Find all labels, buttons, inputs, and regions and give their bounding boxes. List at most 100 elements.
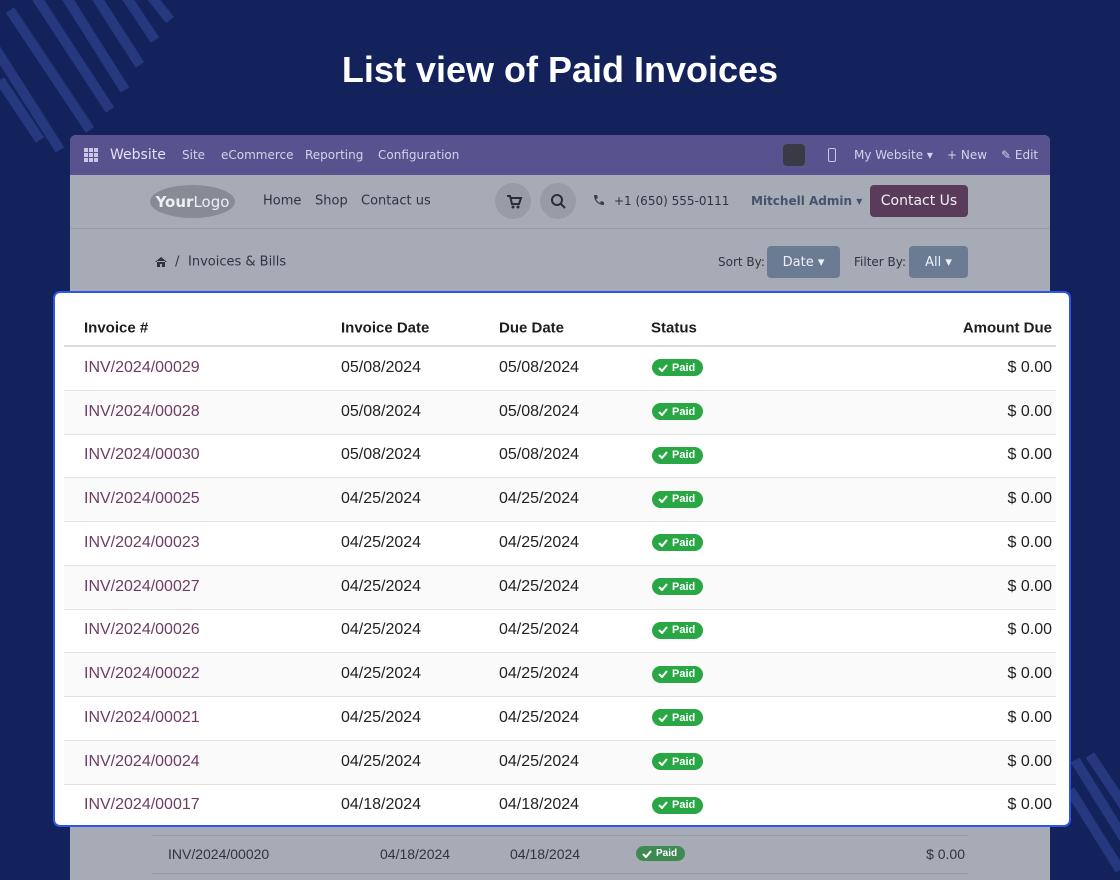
table-row — [64, 347, 1056, 391]
mobile-icon[interactable] — [828, 148, 836, 162]
check-icon — [658, 495, 668, 504]
invoice-date: 04/25/2024 — [341, 752, 422, 770]
table-row — [64, 522, 1056, 566]
my-website-label: My Website — [854, 148, 924, 162]
amount-due: $ 0.00 — [1007, 490, 1052, 508]
status-badge: Paid — [652, 359, 704, 377]
contact-us-button[interactable]: Contact Us — [870, 185, 968, 217]
check-icon — [658, 582, 668, 591]
new-button[interactable]: + New — [947, 148, 988, 162]
amount-due: $ 0.00 — [1007, 402, 1052, 420]
amount-due: $ 0.00 — [1007, 446, 1052, 464]
status-badge: Paid — [652, 490, 704, 508]
status-text: Paid — [672, 711, 696, 724]
invoice-link[interactable]: INV/2024/00026 — [84, 621, 200, 639]
table-row — [64, 434, 1056, 479]
invoice-link[interactable]: INV/2024/00021 — [84, 708, 200, 726]
invoice-link[interactable]: INV/2024/00025 — [84, 490, 200, 508]
header-divider — [70, 228, 1050, 229]
my-website[interactable]: My Website ▾ — [854, 148, 933, 162]
header-link[interactable]: Home — [263, 193, 302, 209]
check-icon — [658, 451, 668, 460]
header-link[interactable]: Contact us — [361, 193, 431, 209]
amount-due: $ 0.00 — [1007, 752, 1052, 770]
logo[interactable]: Your Logo — [150, 185, 235, 218]
due-date: 04/25/2024 — [499, 708, 580, 726]
phone-icon — [594, 195, 604, 205]
table-row — [64, 478, 1056, 522]
status-text: Paid — [672, 624, 696, 637]
due-date: 04/18/2024 — [510, 846, 581, 862]
page-title: List view of Paid Invoices — [341, 49, 779, 90]
invoice-date: 05/08/2024 — [341, 358, 422, 376]
table-row — [64, 609, 1056, 654]
due-date: 04/25/2024 — [499, 533, 580, 551]
invoice-link[interactable]: INV/2024/00020 — [168, 846, 270, 862]
invoice-date: 04/25/2024 — [341, 533, 422, 551]
amount-due: $ 0.00 — [1007, 533, 1052, 551]
amount-due: $ 0.00 — [1007, 358, 1052, 376]
invoice-date: 04/25/2024 — [341, 708, 422, 726]
breadcrumb-separator: / — [175, 254, 180, 270]
due-date: 04/25/2024 — [499, 490, 580, 508]
invoice-link[interactable]: INV/2024/00030 — [84, 446, 200, 464]
edit-button[interactable]: ✎ Edit — [1001, 148, 1039, 162]
invoice-link[interactable]: INV/2024/00028 — [84, 402, 200, 420]
column-header: Amount Due — [962, 319, 1052, 337]
app-name[interactable]: Website — [110, 147, 166, 163]
status-badge: Paid — [652, 796, 704, 814]
status-badge: Paid — [636, 846, 686, 861]
column-header: Due Date — [499, 319, 565, 337]
user-menu[interactable]: Mitchell Admin ▾ — [751, 194, 863, 208]
due-date: 05/08/2024 — [499, 402, 580, 420]
table-row — [64, 740, 1056, 785]
invoice-link[interactable]: INV/2024/00017 — [84, 796, 200, 814]
invoice-link[interactable]: INV/2024/00029 — [84, 358, 200, 376]
amount-due: $ 0.00 — [926, 846, 965, 862]
breadcrumb-item: Invoices & Bills — [188, 254, 287, 270]
sort-value: Date — [782, 254, 814, 270]
background-row: INV/2024/00020 04/18/2024 04/18/2024 Paid $ … — [70, 835, 1050, 873]
cart-button[interactable] — [495, 183, 531, 219]
home-icon[interactable] — [154, 256, 168, 268]
status-badge: Paid — [652, 578, 704, 596]
nav-menu[interactable]: Reporting — [305, 148, 364, 162]
amount-due: $ 0.00 — [1007, 665, 1052, 683]
column-header: Invoice Date — [341, 319, 430, 337]
invoice-date: 04/25/2024 — [341, 490, 422, 508]
check-icon — [658, 801, 668, 810]
edit-label: Edit — [1014, 148, 1039, 162]
status-text: Paid — [656, 848, 678, 859]
table-row — [64, 565, 1056, 610]
invoice-date: 05/08/2024 — [341, 446, 422, 464]
user-name: Mitchell Admin — [751, 194, 853, 208]
nav-menu[interactable]: Site — [182, 148, 206, 162]
invoice-table: Invoice # Invoice Date Due Date Status Amoun… — [53, 291, 1071, 827]
header-link[interactable]: Shop — [315, 193, 348, 209]
invoice-link[interactable]: INV/2024/00027 — [84, 577, 200, 595]
phone-number: +1 (650) 555-0111 — [614, 194, 730, 208]
status-text: Paid — [672, 799, 696, 812]
nav-menu[interactable]: Configuration — [378, 148, 460, 162]
check-icon — [658, 626, 668, 635]
apps-icon[interactable] — [84, 148, 98, 162]
check-icon — [658, 407, 668, 416]
filter-dropdown[interactable]: All ▾ — [909, 246, 968, 278]
filter-label: Filter By: — [854, 255, 907, 269]
status-text: Paid — [672, 536, 696, 549]
header-divider — [64, 345, 1056, 347]
invoice-link[interactable]: INV/2024/00024 — [84, 752, 200, 770]
table-row — [64, 653, 1056, 697]
sort-dropdown[interactable]: Date ▾ — [767, 246, 840, 278]
row-divider — [152, 835, 968, 836]
invoice-link[interactable]: INV/2024/00022 — [84, 665, 200, 683]
invoice-link[interactable]: INV/2024/00023 — [84, 533, 200, 551]
avatar[interactable] — [783, 144, 805, 166]
invoice-date: 04/25/2024 — [341, 621, 422, 639]
due-date: 04/25/2024 — [499, 577, 580, 595]
status-badge: Paid — [652, 446, 704, 464]
amount-due: $ 0.00 — [1007, 577, 1052, 595]
nav-menu[interactable]: eCommerce — [221, 148, 294, 162]
search-button[interactable] — [540, 183, 576, 219]
